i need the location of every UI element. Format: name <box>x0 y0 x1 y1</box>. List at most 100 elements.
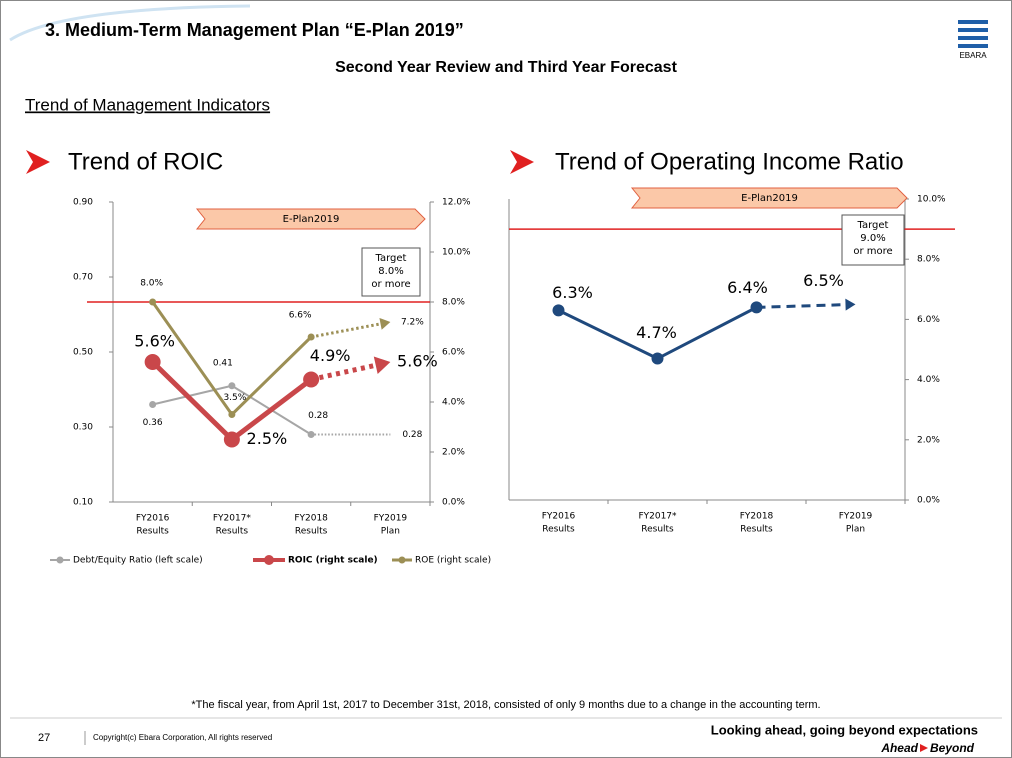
legend-marker <box>398 556 406 564</box>
legend-label: ROIC (right scale) <box>288 556 378 566</box>
x-tick-label: Results <box>216 527 249 537</box>
x-tick-label: FY2017* <box>213 514 252 524</box>
value-label: 6.3% <box>552 283 593 302</box>
y-tick-label: 6.0% <box>442 348 465 358</box>
value-label: 6.6% <box>289 311 312 321</box>
slide-title: 3. Medium-Term Management Plan “E-Plan 2… <box>45 20 464 40</box>
x-tick-label: Results <box>136 527 169 537</box>
value-label: 6.4% <box>727 278 768 297</box>
bullet-arrow <box>510 150 534 174</box>
y-tick-label: 0.70 <box>73 273 93 283</box>
y-tick-label: 0.0% <box>442 498 465 508</box>
page-number: 27 <box>38 732 50 744</box>
marker <box>651 352 664 365</box>
x-tick-label: Results <box>295 527 328 537</box>
x-tick-label: FY2019 <box>374 514 408 524</box>
legend-label: Debt/Equity Ratio (left scale) <box>73 556 203 566</box>
marker <box>228 382 236 390</box>
x-tick-label: Results <box>542 525 575 535</box>
value-label: 0.28 <box>402 430 422 440</box>
target-box <box>841 214 905 266</box>
brand-ahead: Ahead <box>880 741 918 755</box>
target-label: Target <box>375 253 407 264</box>
value-label: 4.9% <box>310 346 351 365</box>
legend-marker <box>264 555 274 565</box>
forecast-line <box>310 362 377 382</box>
y-tick-label: 0.30 <box>73 423 93 433</box>
x-tick-label: Plan <box>846 525 865 535</box>
value-label: 0.36 <box>143 418 163 428</box>
plan-banner-label: E-Plan2019 <box>283 214 340 225</box>
target-label: or more <box>853 246 892 257</box>
legend-label: ROE (right scale) <box>415 556 491 566</box>
marker <box>552 304 565 317</box>
bullet-arrow <box>26 150 50 174</box>
target-label: Target <box>857 220 889 231</box>
forecast-arrow <box>845 298 856 311</box>
section-title: Trend of Management Indicators <box>25 95 270 114</box>
y-tick-label: 2.0% <box>917 435 940 445</box>
x-tick-label: FY2017* <box>638 512 677 522</box>
brand-beyond: Beyond <box>930 741 975 755</box>
logo: EBARA <box>958 20 988 60</box>
logo-text: EBARA <box>959 51 987 60</box>
chart-title: Trend of ROIC <box>68 148 223 175</box>
plan-banner-label: E-Plan2019 <box>741 193 798 204</box>
x-tick-label: FY2016 <box>136 514 170 524</box>
value-label: 5.6% <box>397 352 438 371</box>
y-tick-label: 0.0% <box>917 496 940 506</box>
target-label: or more <box>371 279 410 290</box>
footnote: *The fiscal year, from April 1st, 2017 t… <box>191 699 820 711</box>
plan-banner <box>195 208 426 230</box>
target-box <box>361 247 421 297</box>
marker <box>307 431 315 438</box>
value-label: 0.28 <box>308 411 328 421</box>
slogan: Looking ahead, going beyond expectations <box>711 722 978 737</box>
y-tick-label: 2.0% <box>442 448 465 458</box>
y-tick-label: 12.0% <box>442 198 471 208</box>
y-tick-label: 10.0% <box>442 248 471 258</box>
y-tick-label: 0.50 <box>73 348 93 358</box>
forecast-line <box>310 322 381 339</box>
legend-marker <box>56 556 64 564</box>
value-label: 6.5% <box>803 271 844 290</box>
marker <box>750 301 763 314</box>
marker <box>307 333 315 341</box>
marker <box>144 354 161 370</box>
marker <box>149 298 157 306</box>
target-label: 8.0% <box>378 266 403 277</box>
chart-title: Trend of Operating Income Ratio <box>555 148 904 175</box>
y-tick-label: 0.90 <box>73 198 93 208</box>
value-label: 0.41 <box>213 358 233 368</box>
brand-arrow <box>920 744 928 752</box>
x-tick-label: FY2019 <box>839 512 873 522</box>
value-label: 5.6% <box>134 332 175 351</box>
x-tick-label: Plan <box>381 527 400 537</box>
target-label: 9.0% <box>860 233 885 244</box>
y-tick-label: 4.0% <box>917 375 940 385</box>
decor-curve <box>9 4 251 42</box>
slide-subtitle: Second Year Review and Third Year Foreca… <box>335 59 677 76</box>
forecast-arrow <box>379 317 391 330</box>
marker <box>228 411 236 418</box>
value-label: 8.0% <box>140 279 163 289</box>
x-tick-label: Results <box>740 525 773 535</box>
y-tick-label: 8.0% <box>917 255 940 265</box>
value-label: 3.5% <box>223 393 246 403</box>
forecast-arrow <box>373 356 391 375</box>
x-tick-label: Results <box>641 525 674 535</box>
y-tick-label: 6.0% <box>917 315 940 325</box>
x-tick-label: FY2016 <box>542 512 576 522</box>
marker <box>303 371 320 388</box>
y-tick-label: 0.10 <box>73 498 93 508</box>
value-label: 2.5% <box>247 429 288 448</box>
value-label: 7.2% <box>401 318 424 328</box>
value-label: 4.7% <box>636 323 677 342</box>
plan-banner <box>630 187 908 209</box>
x-tick-label: FY2018 <box>740 512 774 522</box>
y-tick-label: 8.0% <box>442 298 465 308</box>
y-tick-label: 4.0% <box>442 398 465 408</box>
y-tick-label: 10.0% <box>917 195 946 205</box>
copyright: Copyright(c) Ebara Corporation, All righ… <box>93 733 272 742</box>
